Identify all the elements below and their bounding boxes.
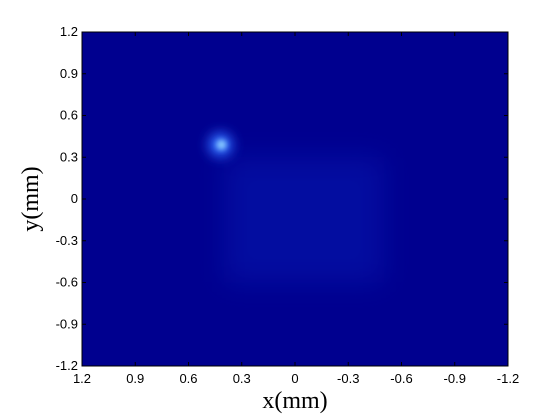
x-tick-label: -0.3 [337,371,359,386]
x-tick-label: -1.2 [497,371,519,386]
x-tick-label: -0.6 [390,371,412,386]
y-tick-label: -0.9 [56,316,78,331]
y-tick-label: 0.6 [60,108,78,123]
x-tick-label: 0 [291,371,298,386]
y-tick-label: 0 [71,191,78,206]
y-axis-label: y(mm) [18,166,44,231]
x-tick-label: -0.9 [444,371,466,386]
interior-glow [224,157,384,283]
y-tick-label: 1.2 [60,24,78,39]
corner-hotspot [216,139,227,150]
x-tick-label: 0.9 [126,371,144,386]
x-axis-label: x(mm) [262,388,327,414]
x-tick-label: 0.3 [233,371,251,386]
x-tick-label: 1.2 [73,371,91,386]
y-tick-label: -0.6 [56,275,78,290]
y-axis-ticks: 1.2 0.9 0.6 0.3 0 -0.3 -0.6 -0.9 -1.2 [56,24,508,373]
x-tick-label: 0.6 [179,371,197,386]
x-axis-ticks: 1.2 0.9 0.6 0.3 0 -0.3 -0.6 -0.9 -1.2 [73,32,519,386]
y-tick-label: -0.3 [56,233,78,248]
heat-layer [208,132,489,345]
y-tick-label: 0.9 [60,66,78,81]
y-tick-label: 0.3 [60,149,78,164]
y-tick-label: -1.2 [56,358,78,373]
